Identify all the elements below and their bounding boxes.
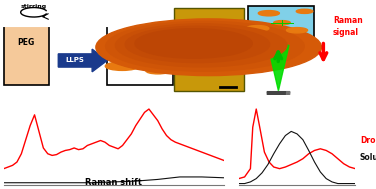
Text: stirring: stirring	[21, 4, 47, 9]
Polygon shape	[58, 49, 107, 72]
Text: PEG: PEG	[18, 38, 35, 47]
FancyBboxPatch shape	[4, 26, 49, 85]
Circle shape	[296, 9, 313, 13]
Polygon shape	[268, 45, 289, 91]
Circle shape	[274, 21, 290, 25]
Circle shape	[96, 19, 321, 76]
Circle shape	[115, 24, 287, 67]
Text: Raman
signal: Raman signal	[333, 16, 362, 36]
Circle shape	[135, 29, 252, 58]
Polygon shape	[285, 92, 290, 117]
Text: LLPS: LLPS	[66, 57, 85, 64]
Text: Droplet: Droplet	[360, 136, 376, 145]
Text: Solution: Solution	[360, 153, 376, 162]
Circle shape	[105, 62, 139, 70]
Circle shape	[146, 68, 170, 74]
Circle shape	[258, 11, 279, 16]
Polygon shape	[267, 92, 290, 117]
Circle shape	[287, 28, 308, 33]
Circle shape	[246, 26, 269, 31]
Circle shape	[123, 40, 167, 51]
Circle shape	[106, 21, 304, 71]
FancyBboxPatch shape	[248, 6, 314, 45]
Text: Raman shift: Raman shift	[85, 178, 142, 187]
Circle shape	[125, 26, 270, 63]
FancyBboxPatch shape	[174, 8, 244, 91]
FancyBboxPatch shape	[107, 26, 173, 85]
